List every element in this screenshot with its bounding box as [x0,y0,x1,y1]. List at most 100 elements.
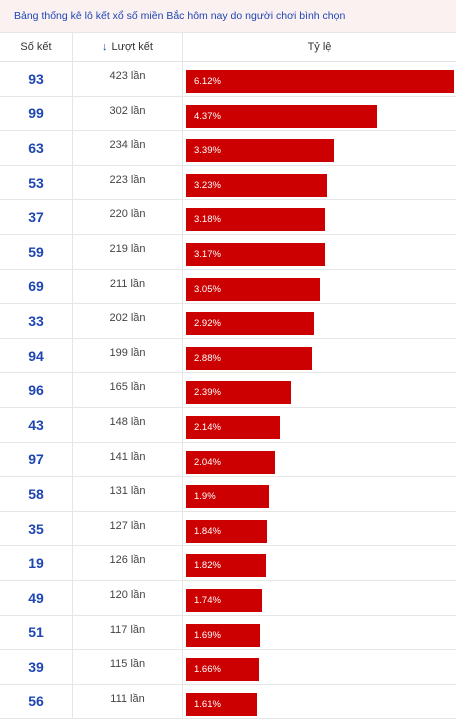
column-header-count-label: Lượt kết [111,41,153,53]
column-header-number[interactable]: Số kết [0,33,73,61]
ratio-bar: 2.14% [186,415,280,439]
ratio-cell: 2.92% [183,304,456,338]
ratio-bar: 6.12% [186,70,454,93]
ratio-cell: 6.12% [183,62,456,96]
ratio-cell: 3.39% [183,131,456,165]
vote-count: 117 lần [73,615,183,650]
vote-count: 211 lần [73,269,183,304]
vote-count: 202 lần [73,304,183,338]
table-row: 96 165 lần 2.39% [0,373,456,408]
column-header-count[interactable]: ↓ Lượt kết [73,33,183,61]
ratio-cell: 3.18% [183,200,456,234]
ratio-bar: 1.9% [186,485,269,509]
table-row: 39 115 lần 1.66% [0,650,456,685]
table-header: Số kết ↓ Lượt kết Tỷ lệ [0,33,456,62]
table-body: 93 423 lần 6.12% 99 302 lần 4.37% 63 234 lần 3.3… [0,62,456,719]
ratio-bar: 1.74% [186,588,262,612]
ratio-bar: 2.39% [186,381,291,405]
vote-count: 141 lần [73,442,183,477]
ratio-cell: 3.23% [183,166,456,200]
table-row: 56 111 lần 1.61% [0,684,456,719]
ratio-cell: 1.66% [183,650,456,684]
table-caption: Bảng thống kê lô kết xổ số miền Bắc hôm … [0,0,456,33]
lottery-number[interactable]: 33 [0,304,73,338]
lottery-number[interactable]: 93 [0,62,73,96]
table-row: 58 131 lần 1.9% [0,477,456,512]
table-row: 35 127 lần 1.84% [0,511,456,547]
ratio-cell: 1.74% [183,581,456,615]
lottery-number[interactable]: 58 [0,477,73,511]
vote-count: 126 lần [73,546,183,580]
vote-count: 302 lần [73,96,183,131]
ratio-bar: 3.18% [186,208,325,232]
vote-count: 234 lần [73,131,183,165]
lottery-number[interactable]: 51 [0,615,73,650]
vote-count: 423 lần [73,62,183,96]
table-row: 97 141 lần 2.04% [0,442,456,478]
vote-count: 127 lần [73,511,183,546]
table-row: 37 220 lần 3.18% [0,200,456,235]
table-row: 49 120 lần 1.74% [0,580,456,616]
lottery-number[interactable]: 69 [0,269,73,304]
table-row: 43 148 lần 2.14% [0,407,456,443]
ratio-bar: 2.92% [186,312,314,336]
ratio-cell: 3.05% [183,270,456,304]
table-row: 94 199 lần 2.88% [0,338,456,374]
ratio-cell: 1.84% [183,512,456,546]
ratio-bar: 3.05% [186,277,320,301]
ratio-cell: 3.17% [183,235,456,269]
ratio-cell: 2.14% [183,408,456,442]
ratio-bar: 1.82% [186,554,266,578]
ratio-bar: 3.39% [186,139,334,163]
lottery-number[interactable]: 59 [0,234,73,269]
ratio-cell: 2.39% [183,373,456,407]
ratio-bar: 4.37% [186,104,377,128]
lottery-number[interactable]: 96 [0,373,73,407]
vote-count: 111 lần [73,684,183,719]
table-row: 59 219 lần 3.17% [0,234,456,270]
lottery-number[interactable]: 97 [0,442,73,477]
vote-count: 148 lần [73,407,183,442]
table-row: 53 223 lần 3.23% [0,165,456,201]
table-row: 33 202 lần 2.92% [0,304,456,339]
table-row: 19 126 lần 1.82% [0,546,456,581]
lottery-number[interactable]: 49 [0,580,73,615]
table-row: 93 423 lần 6.12% [0,62,456,97]
lottery-number[interactable]: 56 [0,684,73,719]
ratio-cell: 1.82% [183,546,456,580]
vote-count: 199 lần [73,338,183,373]
ratio-bar: 2.04% [186,450,275,474]
lottery-number[interactable]: 99 [0,96,73,131]
lottery-number[interactable]: 37 [0,200,73,234]
table-row: 51 117 lần 1.69% [0,615,456,651]
ratio-cell: 2.04% [183,443,456,477]
ratio-bar: 3.17% [186,242,325,266]
lottery-number[interactable]: 53 [0,165,73,200]
vote-count: 120 lần [73,580,183,615]
ratio-bar: 2.88% [186,346,312,370]
ratio-cell: 4.37% [183,97,456,131]
ratio-bar: 1.84% [186,519,267,543]
ratio-cell: 2.88% [183,339,456,373]
vote-count: 131 lần [73,477,183,511]
vote-count: 115 lần [73,650,183,684]
vote-count: 219 lần [73,234,183,269]
lottery-number[interactable]: 19 [0,546,73,580]
table-row: 69 211 lần 3.05% [0,269,456,305]
ratio-bar: 3.23% [186,173,327,197]
table-row: 99 302 lần 4.37% [0,96,456,132]
ratio-bar: 1.69% [186,623,260,647]
ratio-bar: 1.61% [186,692,257,716]
vote-count: 220 lần [73,200,183,234]
lottery-number[interactable]: 39 [0,650,73,684]
table-row: 63 234 lần 3.39% [0,131,456,166]
lottery-number[interactable]: 94 [0,338,73,373]
lottery-number[interactable]: 63 [0,131,73,165]
arrow-down-icon: ↓ [102,41,108,53]
ratio-bar: 1.66% [186,658,259,682]
column-header-ratio[interactable]: Tỷ lệ [307,41,332,53]
vote-count: 223 lần [73,165,183,200]
lottery-number[interactable]: 35 [0,511,73,546]
lottery-number[interactable]: 43 [0,407,73,442]
